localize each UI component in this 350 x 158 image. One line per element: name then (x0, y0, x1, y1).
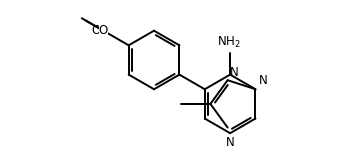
Text: N: N (258, 74, 267, 88)
Text: NH$_2$: NH$_2$ (217, 35, 240, 50)
Text: O: O (91, 24, 100, 37)
Text: N: N (226, 136, 234, 149)
Text: N: N (230, 66, 239, 79)
Text: O: O (99, 24, 108, 37)
